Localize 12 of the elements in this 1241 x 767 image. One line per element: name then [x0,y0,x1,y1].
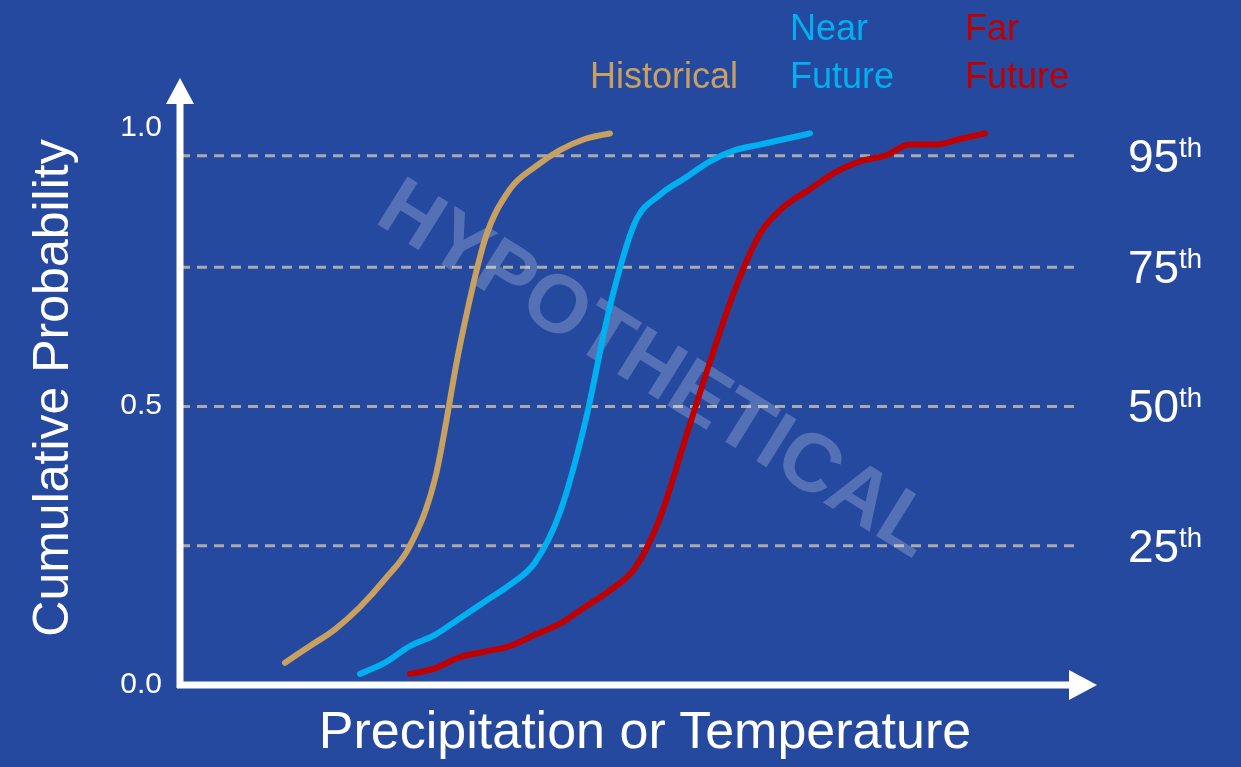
x-axis-title: Precipitation or Temperature [318,701,972,759]
series-label: Near Future [790,7,895,96]
ref-line-label: 50$^{th}$ [1127,380,1203,433]
y-tick-label: 0.5 [120,387,162,421]
ref-line-label: 25$^{th}$ [1127,519,1203,572]
y-axis-title: Cumulative Probability [23,139,79,637]
series-label: Historical [590,55,739,96]
series-label: Far Future [965,7,1070,96]
ref-line-label: 75$^{th}$ [1127,241,1203,294]
ref-line-label: 95$^{th}$ [1127,129,1203,182]
y-tick-label: 1.0 [120,108,162,142]
y-tick-label: 0.0 [120,665,162,699]
